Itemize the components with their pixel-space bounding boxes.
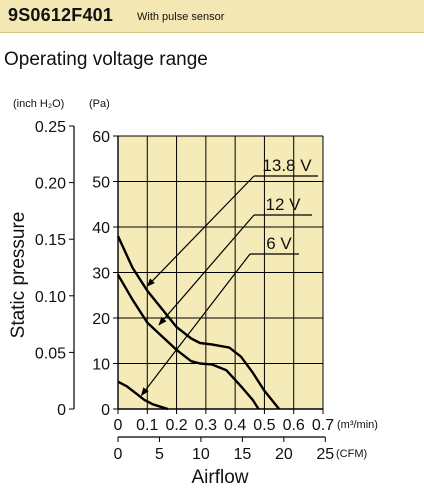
model-number: 9S0612F401: [8, 5, 114, 25]
label-arrow: [146, 175, 255, 287]
x-tick-label-m3: 0.2: [165, 417, 187, 434]
x-unit-cfm: (CFM): [336, 448, 367, 460]
x-tick-label-cfm: 25: [316, 446, 334, 463]
y-tick-label-pa: 50: [92, 175, 110, 192]
y-tick-label-pa: 10: [92, 357, 110, 374]
x-tick-label-cfm: 5: [155, 446, 164, 463]
series-line: [116, 235, 281, 410]
x-tick-label-cfm: 15: [233, 446, 251, 463]
x-unit-m3: (m³/min): [337, 419, 378, 431]
y-unit-pa: (Pa): [89, 98, 110, 110]
x-tick-label-m3: 0.1: [136, 417, 158, 434]
series-line: [117, 380, 169, 411]
y-tick-label-pa: 60: [92, 129, 110, 146]
y-axis-title: Static pressure: [8, 212, 29, 339]
x-axis-title: Airflow: [191, 467, 248, 488]
x-tick-label-cfm: 10: [192, 446, 210, 463]
y-tick-label-inch: 0.15: [35, 232, 66, 249]
y-tick-label-pa: 30: [92, 266, 110, 283]
x-tick-label-m3: 0.6: [283, 417, 305, 434]
model-subtitle: With pulse sensor: [137, 11, 225, 23]
x-tick-label-m3: 0.3: [195, 417, 217, 434]
label-arrow: [140, 253, 251, 397]
x-tick-label-m3: 0.7: [312, 417, 334, 434]
y-tick-label-pa: 20: [92, 311, 110, 328]
section-title: Operating voltage range: [4, 49, 208, 70]
label-arrow: [158, 214, 255, 326]
x-tick-label-m3: 0.4: [224, 417, 246, 434]
series-label: 12 V: [266, 195, 302, 214]
y-tick-label-inch: 0.25: [35, 119, 66, 136]
x-tick-label-m3: 0: [114, 417, 123, 434]
y-tick-label-inch: 0: [57, 402, 66, 419]
series-label: 6 V: [266, 234, 292, 253]
x-tick-label-m3: 0.5: [253, 417, 275, 434]
y-tick-label-pa: 40: [92, 220, 110, 237]
series-line: [116, 274, 260, 410]
series-label: 13.8 V: [262, 156, 312, 175]
x-tick-label-cfm: 0: [114, 446, 123, 463]
y-tick-label-inch: 0.20: [35, 176, 66, 193]
y-unit-inch: (inch H₂O): [13, 98, 64, 110]
y-tick-label-inch: 0.10: [35, 289, 66, 306]
model-header-bar: 9S0612F401 With pulse sensor: [0, 0, 424, 33]
y-tick-label-pa: 0: [101, 402, 110, 419]
x-tick-label-cfm: 20: [275, 446, 293, 463]
y-tick-label-inch: 0.05: [35, 345, 66, 362]
